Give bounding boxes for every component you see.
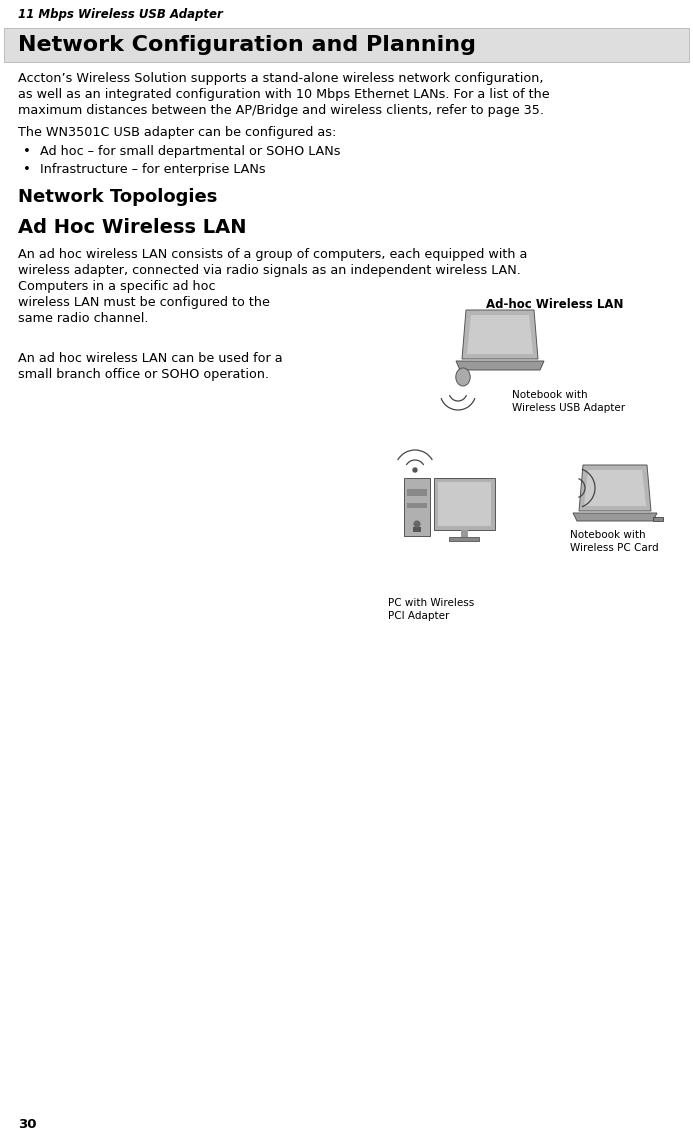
Polygon shape [573, 513, 657, 521]
Text: Accton’s Wireless Solution supports a stand-alone wireless network configuration: Accton’s Wireless Solution supports a st… [18, 72, 543, 85]
Text: Ad-hoc Wireless LAN: Ad-hoc Wireless LAN [486, 297, 624, 311]
Text: •: • [23, 163, 31, 176]
Text: Ad hoc – for small departmental or SOHO LANs: Ad hoc – for small departmental or SOHO … [40, 145, 340, 158]
FancyBboxPatch shape [404, 478, 430, 536]
Text: Network Configuration and Planning: Network Configuration and Planning [18, 35, 476, 55]
Text: The WN3501C USB adapter can be configured as:: The WN3501C USB adapter can be configure… [18, 126, 336, 139]
Text: 30: 30 [18, 1119, 37, 1131]
Circle shape [413, 468, 417, 472]
Text: wireless LAN must be configured to the: wireless LAN must be configured to the [18, 296, 270, 309]
FancyBboxPatch shape [461, 530, 468, 537]
Text: Notebook with
Wireless USB Adapter: Notebook with Wireless USB Adapter [512, 390, 625, 413]
Text: same radio channel.: same radio channel. [18, 312, 148, 325]
FancyBboxPatch shape [407, 503, 427, 508]
Polygon shape [579, 465, 651, 511]
FancyBboxPatch shape [438, 482, 491, 526]
Polygon shape [462, 310, 538, 359]
Text: Infrastructure – for enterprise LANs: Infrastructure – for enterprise LANs [40, 163, 265, 176]
Polygon shape [584, 470, 646, 506]
Text: Notebook with
Wireless PC Card: Notebook with Wireless PC Card [570, 530, 658, 553]
Ellipse shape [456, 368, 470, 386]
FancyBboxPatch shape [653, 517, 663, 521]
FancyBboxPatch shape [4, 28, 689, 62]
Text: An ad hoc wireless LAN consists of a group of computers, each equipped with a: An ad hoc wireless LAN consists of a gro… [18, 248, 527, 261]
Text: •: • [23, 145, 31, 158]
Text: Computers in a specific ad hoc: Computers in a specific ad hoc [18, 280, 216, 293]
Circle shape [414, 521, 420, 527]
Text: 11 Mbps Wireless USB Adapter: 11 Mbps Wireless USB Adapter [18, 8, 222, 21]
FancyBboxPatch shape [407, 489, 427, 497]
Text: Network Topologies: Network Topologies [18, 188, 218, 206]
Polygon shape [467, 316, 533, 354]
FancyBboxPatch shape [434, 478, 495, 530]
Text: An ad hoc wireless LAN can be used for a: An ad hoc wireless LAN can be used for a [18, 352, 283, 365]
Text: as well as an integrated configuration with 10 Mbps Ethernet LANs. For a list of: as well as an integrated configuration w… [18, 88, 550, 101]
Text: maximum distances between the AP/Bridge and wireless clients, refer to page 35.: maximum distances between the AP/Bridge … [18, 104, 544, 116]
Text: small branch office or SOHO operation.: small branch office or SOHO operation. [18, 368, 269, 381]
FancyBboxPatch shape [449, 537, 479, 541]
Text: PC with Wireless
PCI Adapter: PC with Wireless PCI Adapter [388, 598, 474, 621]
FancyBboxPatch shape [413, 527, 421, 532]
Text: wireless adapter, connected via radio signals as an independent wireless LAN.: wireless adapter, connected via radio si… [18, 264, 521, 277]
Polygon shape [456, 361, 544, 370]
Text: Ad Hoc Wireless LAN: Ad Hoc Wireless LAN [18, 218, 247, 238]
